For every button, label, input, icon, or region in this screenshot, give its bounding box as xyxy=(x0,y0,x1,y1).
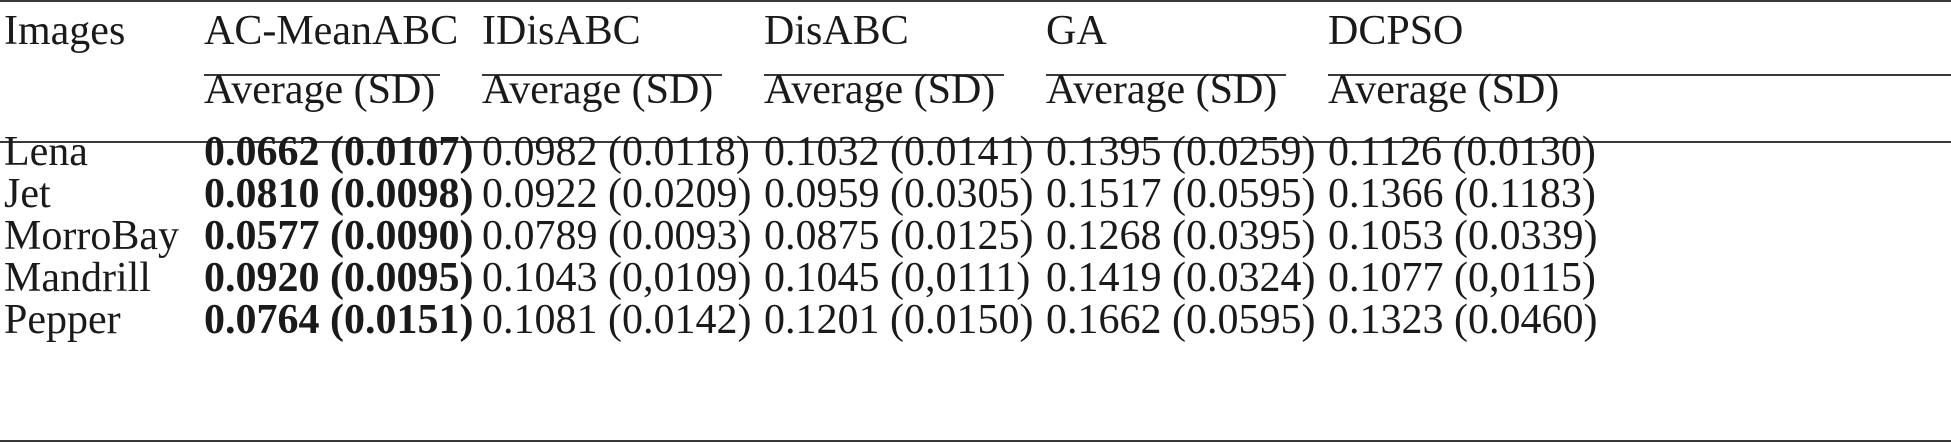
cell-jet-ac-meanabc: 0.0810 (0.0098) xyxy=(204,171,474,217)
row-label-pepper: Pepper xyxy=(4,297,121,343)
cell-mandrill-disabc: 0.1045 (0,0111) xyxy=(764,255,1031,301)
header-method-disabc: DisABC xyxy=(764,8,909,54)
cell-lena-dcpso: 0.1126 (0.0130) xyxy=(1328,129,1596,175)
cell-mandrill-idisabc: 0.1043 (0,0109) xyxy=(482,255,752,301)
cell-pepper-dcpso: 0.1323 (0.0460) xyxy=(1328,297,1598,343)
header-rule xyxy=(0,141,1951,143)
header-method-dcpso: DCPSO xyxy=(1328,8,1464,54)
subheader-disabc: Average (SD) xyxy=(764,67,996,113)
cell-mandrill-dcpso: 0.1077 (0,0115) xyxy=(1328,255,1596,301)
subheader-ac-meanabc: Average (SD) xyxy=(204,67,436,113)
cell-jet-dcpso: 0.1366 (0.1183) xyxy=(1328,171,1596,217)
header-method-idisabc: IDisABC xyxy=(482,8,641,54)
cell-lena-ga: 0.1395 (0.0259) xyxy=(1046,129,1316,175)
bottom-rule xyxy=(0,440,1951,442)
cell-pepper-ga: 0.1662 (0.0595) xyxy=(1046,297,1316,343)
row-label-jet: Jet xyxy=(4,171,51,217)
cell-jet-disabc: 0.0959 (0.0305) xyxy=(764,171,1034,217)
row-label-lena: Lena xyxy=(4,129,88,175)
cell-lena-disabc: 0.1032 (0.0141) xyxy=(764,129,1034,175)
cell-lena-idisabc: 0.0982 (0.0118) xyxy=(482,129,750,175)
cell-pepper-idisabc: 0.1081 (0.0142) xyxy=(482,297,752,343)
cell-jet-ga: 0.1517 (0.0595) xyxy=(1046,171,1316,217)
cell-pepper-disabc: 0.1201 (0.0150) xyxy=(764,297,1034,343)
header-images: Images xyxy=(4,8,126,54)
subrule-ac-meanabc xyxy=(204,74,440,76)
subheader-dcpso: Average (SD) xyxy=(1328,67,1560,113)
cell-pepper-ac-meanabc: 0.0764 (0.0151) xyxy=(204,297,474,343)
cell-mandrill-ac-meanabc: 0.0920 (0.0095) xyxy=(204,255,474,301)
cell-lena-ac-meanabc: 0.0662 (0.0107) xyxy=(204,129,474,175)
subrule-ga xyxy=(1046,74,1286,76)
cell-morrobay-disabc: 0.0875 (0.0125) xyxy=(764,213,1034,259)
subrule-dcpso xyxy=(1328,74,1951,76)
row-label-mandrill: Mandrill xyxy=(4,255,151,301)
header-method-ac-meanabc: AC-MeanABC xyxy=(204,8,459,54)
cell-morrobay-dcpso: 0.1053 (0.0339) xyxy=(1328,213,1598,259)
cell-morrobay-ga: 0.1268 (0.0395) xyxy=(1046,213,1316,259)
subheader-ga: Average (SD) xyxy=(1046,67,1278,113)
top-rule xyxy=(0,0,1951,2)
subrule-idisabc xyxy=(482,74,722,76)
cell-morrobay-ac-meanabc: 0.0577 (0.0090) xyxy=(204,213,474,259)
header-method-ga: GA xyxy=(1046,8,1107,54)
row-label-morrobay: MorroBay xyxy=(4,213,179,259)
cell-morrobay-idisabc: 0.0789 (0.0093) xyxy=(482,213,752,259)
cell-mandrill-ga: 0.1419 (0.0324) xyxy=(1046,255,1316,301)
subrule-disabc xyxy=(764,74,1004,76)
cell-jet-idisabc: 0.0922 (0.0209) xyxy=(482,171,752,217)
subheader-idisabc: Average (SD) xyxy=(482,67,714,113)
